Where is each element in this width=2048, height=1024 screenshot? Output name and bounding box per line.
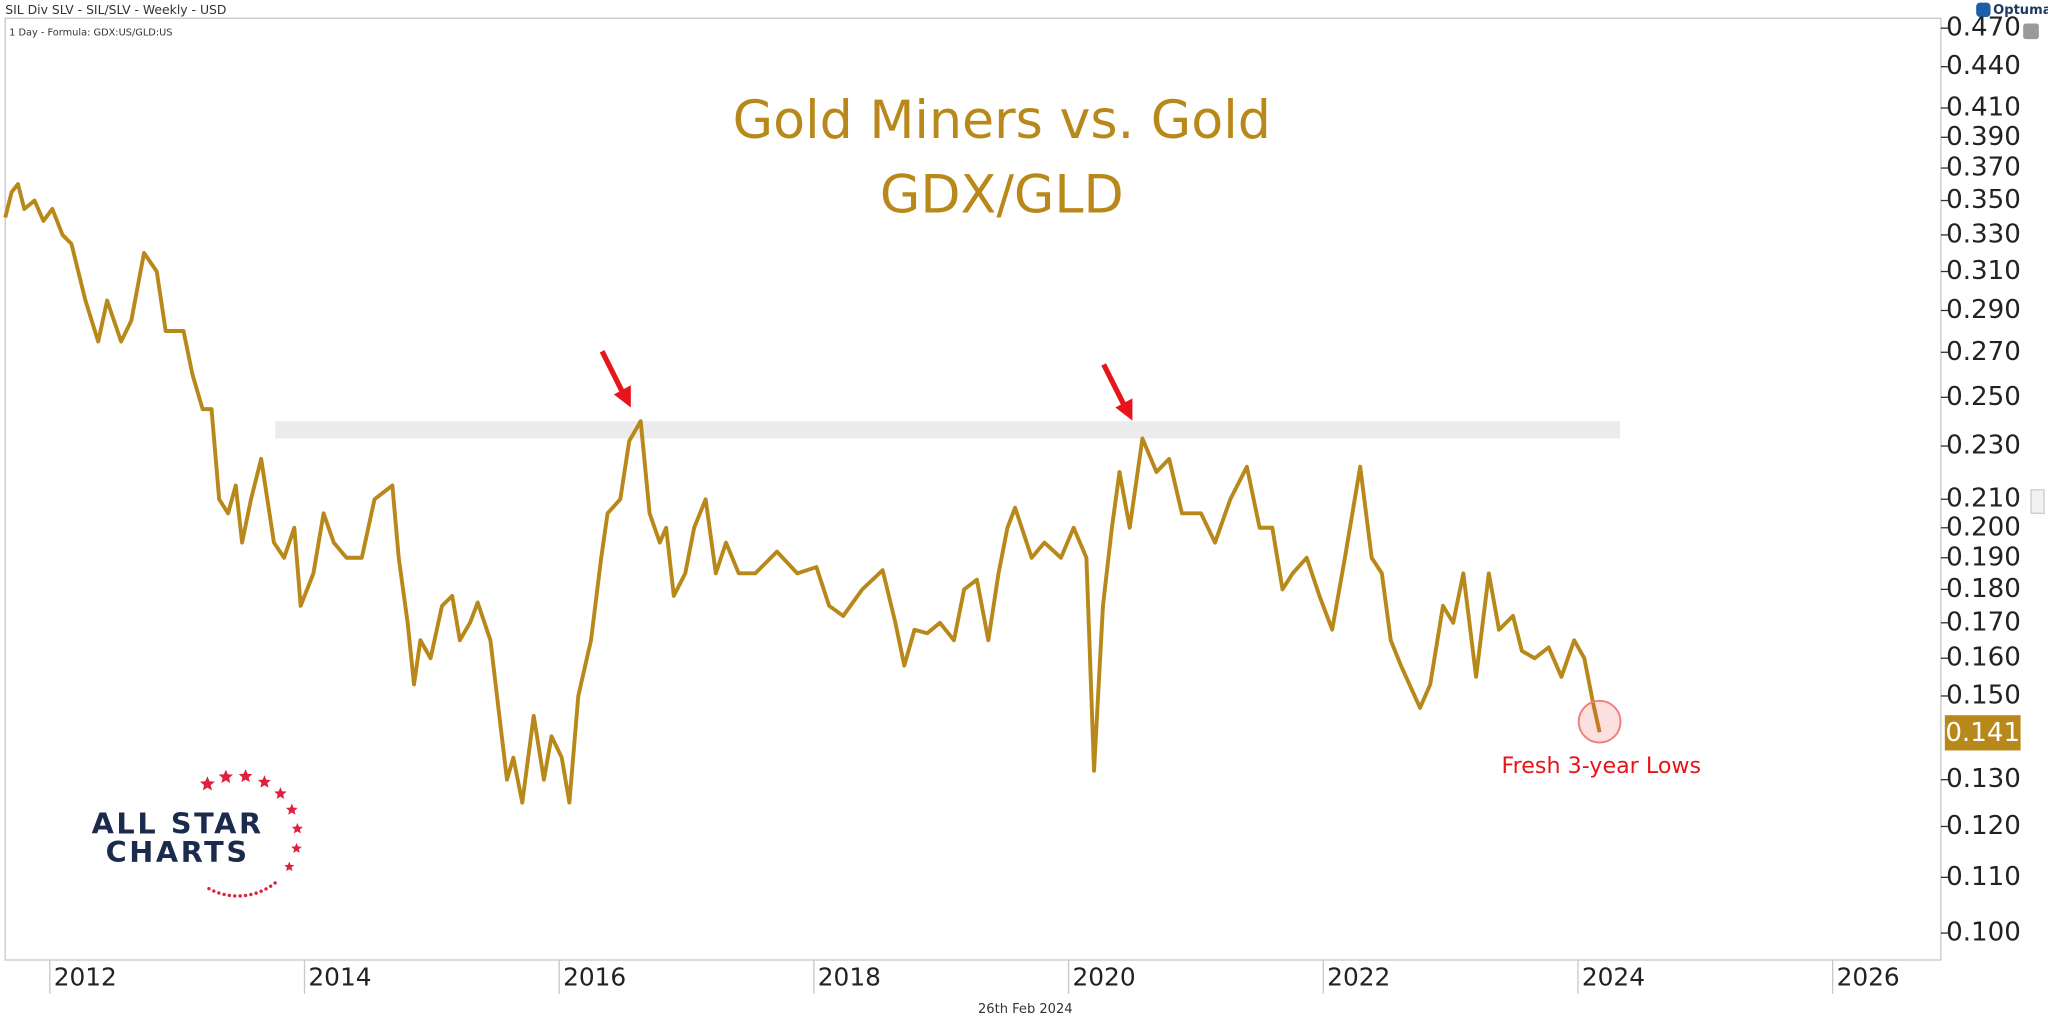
brand: Optuma [1993, 3, 2048, 18]
data-line [3, 182, 1602, 805]
x-tick-label: 2018 [818, 962, 881, 991]
y-tick-label: 0.370 [1946, 153, 2021, 183]
logo-star [285, 803, 298, 815]
last-value-label: 0.141 [1945, 718, 2020, 748]
logo-star [291, 842, 302, 853]
y-tick-label: 0.390 [1946, 122, 2021, 152]
date-label: 26th Feb 2024 [978, 1002, 1073, 1017]
brand-icon [1976, 2, 1991, 17]
y-tick-label: 0.160 [1946, 643, 2021, 673]
y-tick-label: 0.110 [1946, 862, 2021, 892]
x-tick-label: 2026 [1837, 962, 1900, 991]
collapse-handle[interactable] [2030, 489, 2045, 514]
logo-star [291, 822, 303, 834]
logo-dot [249, 892, 253, 897]
logo-dot [233, 894, 237, 898]
logo-dot [254, 891, 258, 895]
plot-border [4, 17, 1942, 961]
logo-star [257, 775, 271, 788]
resistance-band [275, 421, 1620, 439]
arrow [599, 350, 631, 408]
y-tick-label: 0.410 [1946, 93, 2021, 123]
y-tick-label: 0.440 [1946, 51, 2021, 81]
logo-dot [207, 886, 211, 891]
logo-text: CHARTS [106, 835, 250, 869]
y-tick-label: 0.210 [1946, 484, 2021, 514]
y-tick-label: 0.350 [1946, 185, 2021, 215]
logo-dot [212, 889, 216, 893]
formula: 1 Day - Formula: GDX:US/GLD:US [9, 28, 172, 39]
y-tick-label: 0.180 [1946, 574, 2021, 604]
y-tick-label: 0.150 [1946, 680, 2021, 710]
arrow [1101, 363, 1133, 421]
logo-star [199, 776, 215, 791]
logo-text: ALL STAR [92, 806, 264, 840]
logo-star [274, 787, 287, 799]
y-tick-label: 0.100 [1946, 918, 2021, 948]
annotation: Fresh 3-year Lows [1501, 753, 1701, 779]
logo-dot [273, 881, 277, 885]
x-tick-label: 2020 [1072, 962, 1135, 991]
logo-star [218, 769, 234, 784]
y-tick-label: 0.170 [1946, 607, 2021, 637]
y-tick-label: 0.250 [1946, 382, 2021, 412]
logo-dot [238, 894, 242, 898]
highlight-circle [1577, 699, 1622, 744]
chart-title: Gold Miners vs. Gold [733, 91, 1271, 151]
logo-dot [259, 889, 263, 893]
chart-subtitle: GDX/GLD [880, 166, 1124, 226]
logo-dot [217, 891, 221, 895]
logo-dot [222, 892, 226, 897]
header: SIL Div SLV - SIL/SLV - Weekly - USD [5, 2, 226, 17]
lock-icon[interactable] [2023, 23, 2039, 40]
x-tick-label: 2012 [54, 962, 117, 991]
x-tick-label: 2016 [563, 962, 626, 991]
y-tick-label: 0.230 [1946, 431, 2021, 461]
x-tick-label: 2014 [308, 962, 371, 991]
y-tick-label: 0.470 [1946, 13, 2021, 43]
y-tick-label: 0.290 [1946, 295, 2021, 325]
logo-dot [264, 887, 268, 891]
y-tick-label: 0.270 [1946, 337, 2021, 367]
x-tick-label: 2022 [1327, 962, 1390, 991]
y-tick-label: 0.200 [1946, 512, 2021, 542]
y-tick-label: 0.330 [1946, 219, 2021, 249]
logo-star [284, 861, 295, 872]
y-tick-label: 0.310 [1946, 256, 2021, 286]
logo-dot [268, 884, 273, 888]
logo-dot [227, 893, 232, 898]
y-tick-label: 0.120 [1946, 811, 2021, 841]
logo-star [238, 769, 253, 783]
logo-dot [243, 893, 248, 898]
last-value-box [1944, 715, 2021, 751]
y-tick-label: 0.190 [1946, 542, 2021, 572]
logo: ALL STAR CHARTS [92, 769, 303, 898]
x-tick-label: 2024 [1582, 962, 1645, 991]
y-tick-label: 0.130 [1946, 764, 2021, 794]
